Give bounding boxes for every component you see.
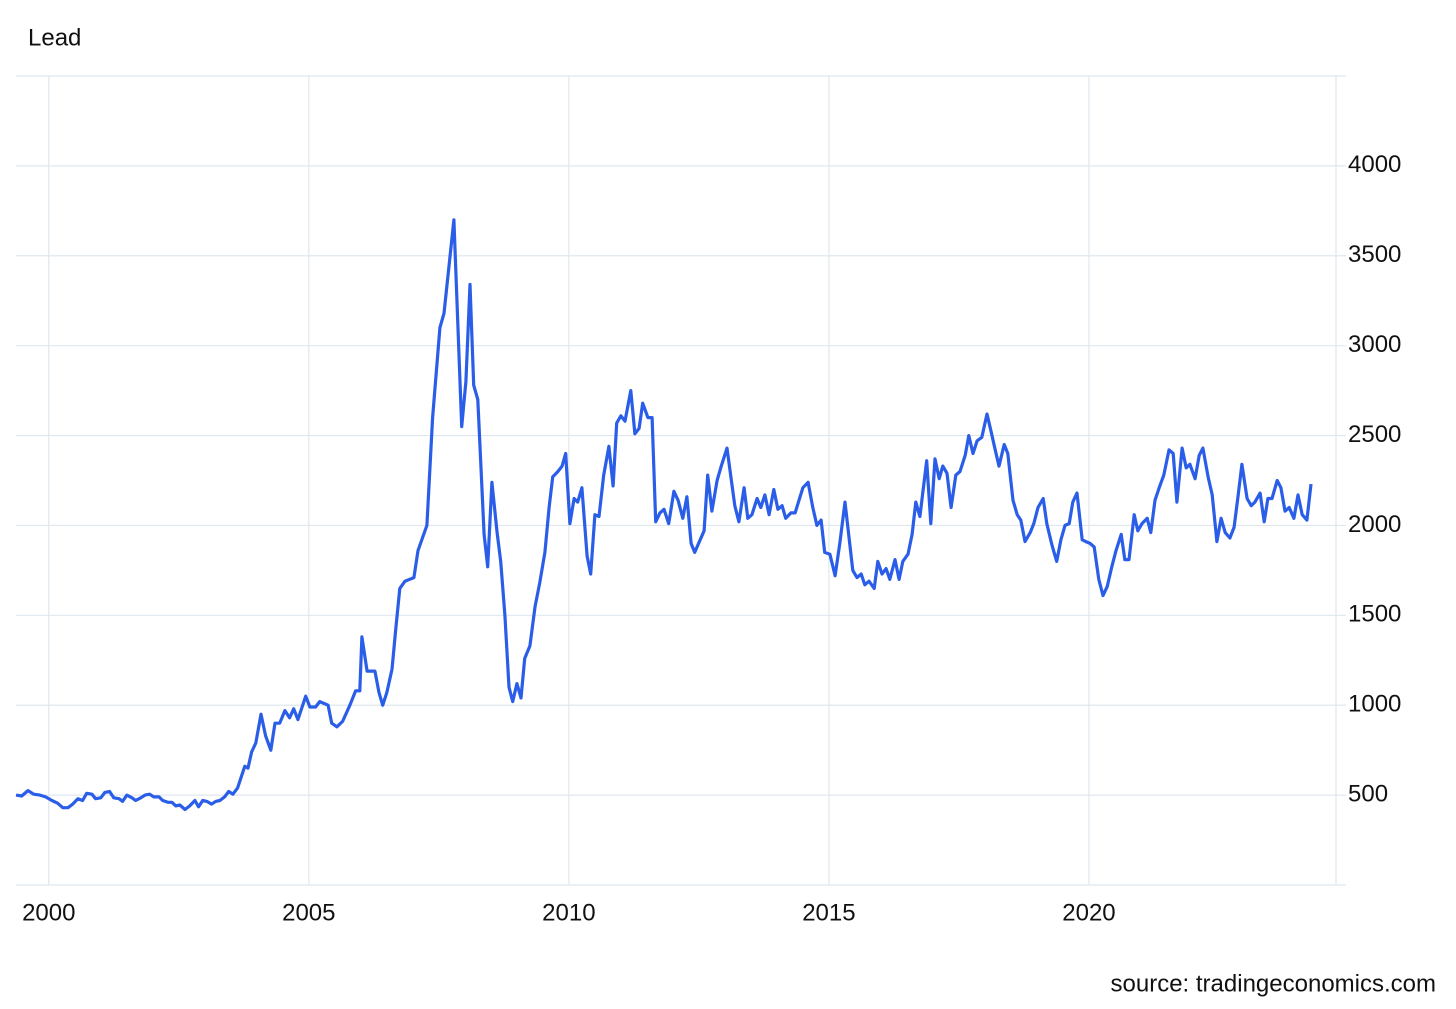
y-tick-label: 1500 xyxy=(1348,601,1401,628)
source-note: source: tradingeconomics.com xyxy=(1111,970,1436,997)
x-tick-label: 2005 xyxy=(282,899,335,926)
price-line xyxy=(15,218,1313,812)
x-tick-label: 2000 xyxy=(22,899,75,926)
x-tick-label: 2015 xyxy=(802,899,855,926)
y-tick-label: 2500 xyxy=(1348,421,1401,448)
y-tick-label: 1000 xyxy=(1348,691,1401,718)
y-tick-label: 3000 xyxy=(1348,331,1401,358)
x-tick-label: 2020 xyxy=(1062,899,1115,926)
chart-title: Lead xyxy=(28,24,81,51)
y-tick-label: 3500 xyxy=(1348,241,1401,268)
y-tick-label: 500 xyxy=(1348,780,1388,807)
y-tick-label: 2000 xyxy=(1348,511,1401,538)
y-tick-label: 4000 xyxy=(1348,151,1401,178)
x-tick-label: 2010 xyxy=(542,899,595,926)
